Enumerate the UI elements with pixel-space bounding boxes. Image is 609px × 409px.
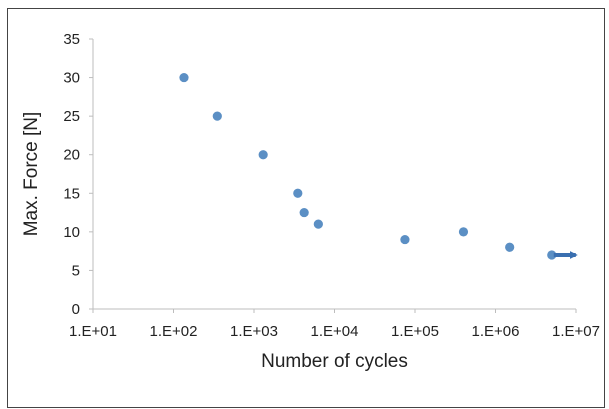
data-point	[400, 234, 410, 245]
y-tick-label: 25	[63, 108, 80, 125]
y-tick-label: 15	[63, 185, 80, 202]
data-point	[547, 250, 557, 260]
y-tick-label: 5	[72, 262, 80, 279]
y-tick-label: 30	[63, 70, 80, 87]
data-point	[313, 219, 323, 229]
x-tick-label: 1.E+07	[552, 323, 600, 340]
marks-layer	[179, 72, 578, 260]
chart-svg: 0 5 10 15 20 25 30 35 1.E+01 1.E+02 1.E+03 1.E+04 1.…	[21, 31, 600, 372]
data-point	[299, 207, 309, 218]
x-axis-title: Number of cycles	[261, 351, 408, 372]
y-tick-label: 0	[72, 301, 80, 318]
y-axis-title: Max. Force [N]	[21, 112, 42, 237]
data-point	[212, 111, 222, 121]
x-tick-label: 1.E+02	[150, 323, 198, 340]
x-tick-label: 1.E+06	[472, 323, 520, 340]
x-tick-label: 1.E+01	[69, 323, 117, 340]
data-point	[293, 188, 303, 198]
chart-frame: 0 5 10 15 20 25 30 35 1.E+01 1.E+02 1.E+03 1.E+04 1.…	[7, 8, 605, 408]
y-tick-label: 10	[63, 224, 80, 241]
x-tick-label: 1.E+03	[230, 323, 278, 340]
x-tick-label: 1.E+05	[391, 323, 439, 340]
y-tick-label: 20	[63, 147, 80, 164]
data-point	[458, 227, 469, 237]
data-point	[258, 150, 268, 160]
axes-layer: 0 5 10 15 20 25 30 35 1.E+01 1.E+02 1.E+03 1.E+04 1.…	[63, 31, 600, 340]
data-point	[179, 72, 189, 83]
data-point	[505, 242, 515, 252]
y-tick-label: 35	[63, 31, 80, 48]
x-tick-label: 1.E+04	[311, 323, 359, 340]
